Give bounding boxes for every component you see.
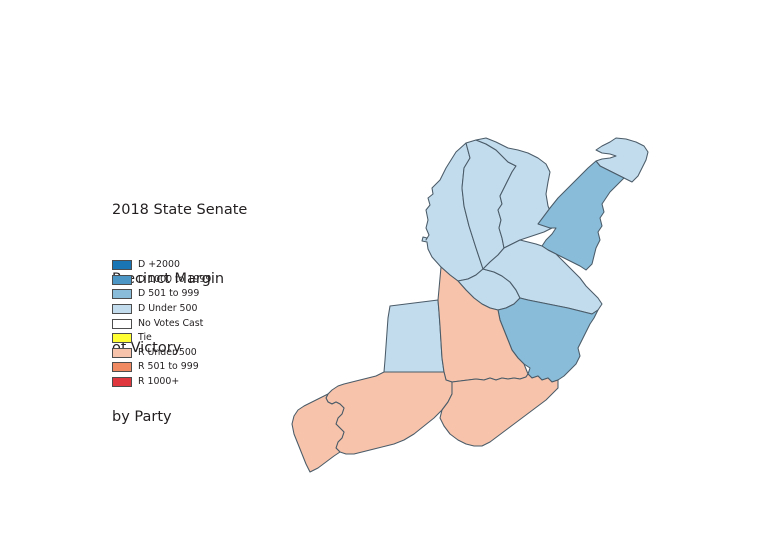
legend-label: D +2000 (138, 259, 180, 271)
region-west-square-precinct[interactable] (384, 300, 444, 372)
legend-swatch-icon (112, 260, 132, 271)
precinct-choropleth (280, 128, 680, 473)
legend-item-r-501-999: R 501 to 999 (112, 360, 312, 375)
legend-swatch-icon (112, 304, 132, 315)
legend-swatch-icon (112, 347, 132, 358)
legend-label: R Under 500 (138, 346, 197, 358)
legend-label: No Votes Cast (138, 317, 204, 329)
precinct-polygons (292, 138, 648, 472)
legend-swatch-icon (112, 274, 132, 285)
map-legend: D +2000 D 1000 to 1999 D 501 to 999 D Un… (112, 258, 312, 389)
legend-item-r-1000-plus: R 1000+ (112, 375, 312, 390)
legend-swatch-icon (112, 362, 132, 373)
legend-item-r-under-500: R Under 500 (112, 346, 312, 361)
title-line-4: by Party (112, 409, 172, 425)
legend-item-d-plus-2000: D +2000 (112, 258, 312, 273)
legend-label: Tie (138, 332, 152, 344)
legend-label: R 1000+ (138, 376, 180, 388)
region-south-coastal-precinct[interactable] (440, 374, 558, 446)
title-line-1: 2018 State Senate (112, 202, 248, 218)
legend-item-d-under-500: D Under 500 (112, 302, 312, 317)
legend-swatch-icon (112, 377, 132, 388)
legend-swatch-icon (112, 318, 132, 329)
region-south-west-precinct[interactable] (326, 372, 452, 454)
legend-item-tie: Tie (112, 331, 312, 346)
legend-label: D Under 500 (138, 303, 198, 315)
region-far-west-precinct[interactable] (292, 394, 344, 472)
legend-swatch-icon (112, 289, 132, 300)
legend-label: D 1000 to 1999 (138, 273, 212, 285)
legend-label: R 501 to 999 (138, 361, 199, 373)
legend-item-d-501-999: D 501 to 999 (112, 287, 312, 302)
legend-label: D 501 to 999 (138, 288, 200, 300)
legend-swatch-icon (112, 333, 132, 344)
legend-item-d-1000-1999: D 1000 to 1999 (112, 273, 312, 288)
legend-item-no-votes-cast: No Votes Cast (112, 316, 312, 331)
